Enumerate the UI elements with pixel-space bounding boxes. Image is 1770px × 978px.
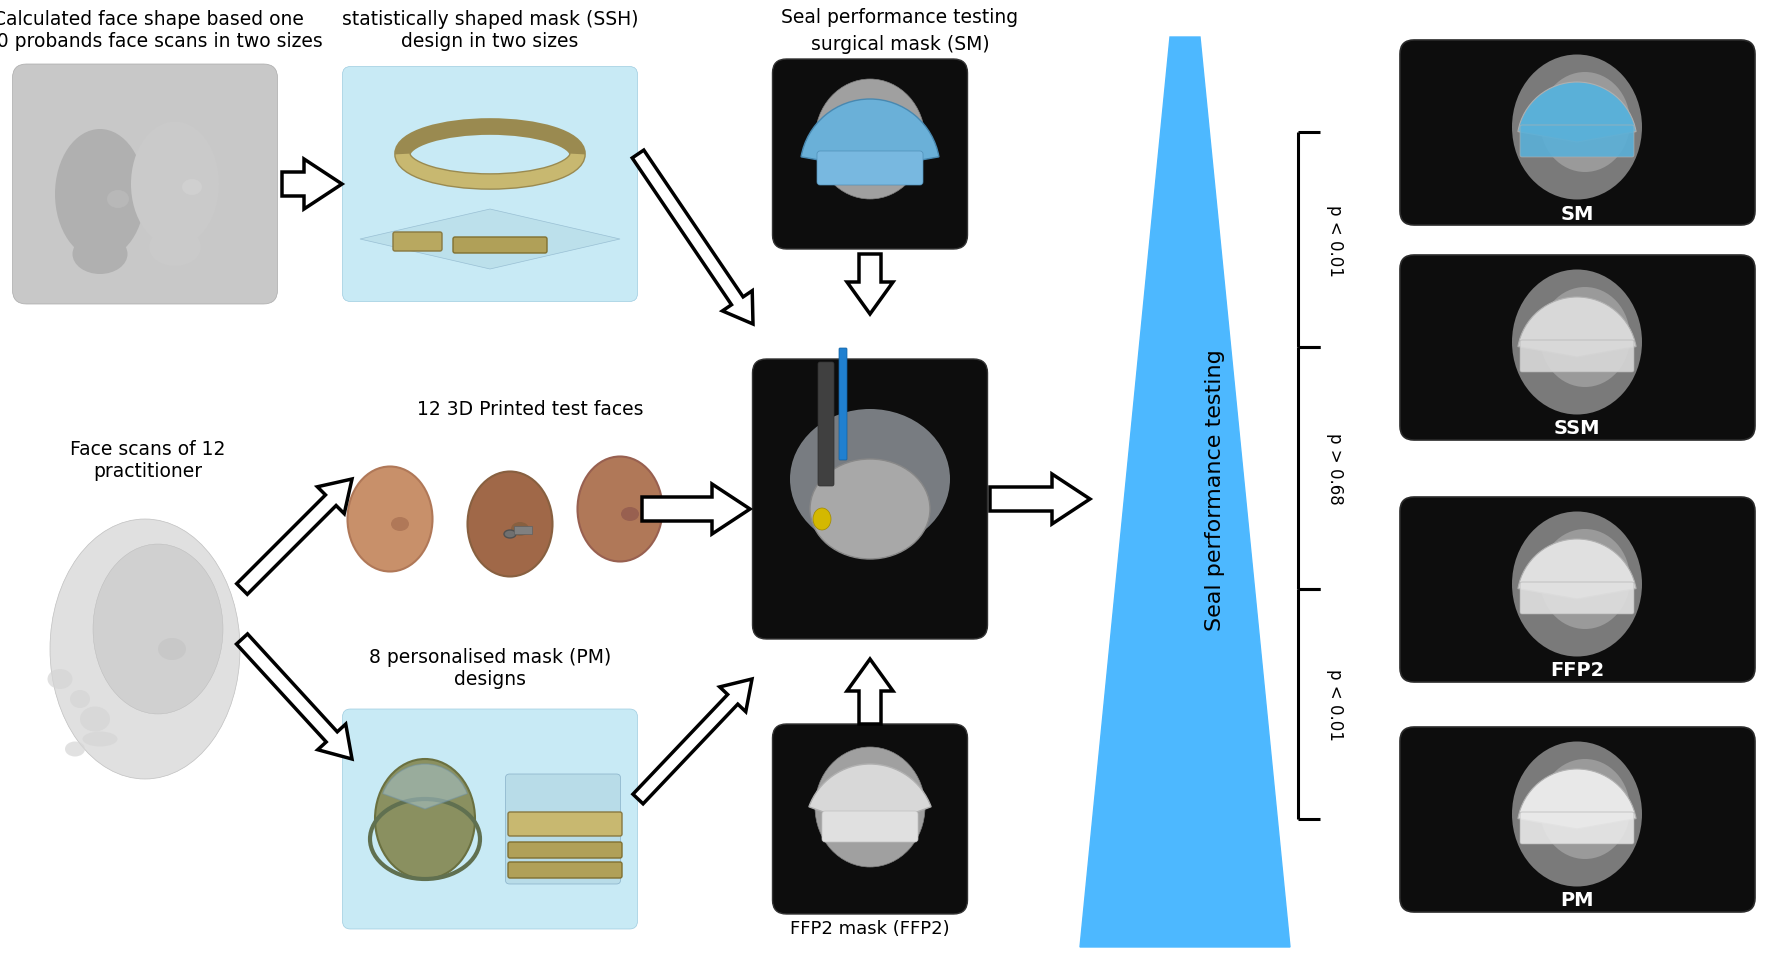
FancyArrow shape bbox=[848, 659, 894, 725]
Ellipse shape bbox=[149, 229, 202, 267]
FancyArrow shape bbox=[237, 479, 352, 595]
Ellipse shape bbox=[811, 460, 929, 559]
Ellipse shape bbox=[80, 707, 110, 732]
Ellipse shape bbox=[467, 472, 552, 577]
Ellipse shape bbox=[182, 180, 202, 196]
Ellipse shape bbox=[55, 130, 145, 260]
Ellipse shape bbox=[50, 519, 241, 779]
Ellipse shape bbox=[375, 759, 474, 879]
FancyBboxPatch shape bbox=[1400, 498, 1756, 683]
Ellipse shape bbox=[621, 508, 639, 521]
Text: Seal performance testing: Seal performance testing bbox=[781, 8, 1018, 27]
Ellipse shape bbox=[1512, 511, 1643, 657]
Text: Face scans of 12
practitioner: Face scans of 12 practitioner bbox=[71, 439, 227, 480]
Wedge shape bbox=[1519, 83, 1635, 143]
Ellipse shape bbox=[814, 80, 926, 200]
FancyBboxPatch shape bbox=[343, 709, 637, 929]
Text: p < 0.01: p < 0.01 bbox=[1326, 204, 1343, 276]
Ellipse shape bbox=[106, 191, 129, 208]
FancyArrow shape bbox=[237, 635, 352, 759]
Polygon shape bbox=[1080, 38, 1290, 947]
FancyBboxPatch shape bbox=[839, 348, 848, 461]
FancyBboxPatch shape bbox=[1400, 728, 1756, 912]
Ellipse shape bbox=[48, 669, 73, 689]
FancyBboxPatch shape bbox=[343, 67, 637, 302]
Text: SSM: SSM bbox=[1554, 419, 1600, 438]
FancyBboxPatch shape bbox=[772, 725, 968, 914]
Text: Calculated face shape based one
190 probands face scans in two sizes: Calculated face shape based one 190 prob… bbox=[0, 10, 322, 51]
Ellipse shape bbox=[1512, 270, 1643, 415]
Text: PM: PM bbox=[1559, 891, 1593, 910]
Ellipse shape bbox=[504, 530, 517, 539]
Ellipse shape bbox=[512, 522, 529, 537]
Ellipse shape bbox=[347, 467, 432, 572]
Ellipse shape bbox=[814, 747, 926, 867]
Ellipse shape bbox=[1512, 741, 1643, 887]
FancyBboxPatch shape bbox=[821, 811, 919, 842]
Ellipse shape bbox=[158, 639, 186, 660]
Ellipse shape bbox=[1540, 73, 1630, 173]
Text: Seal performance testing: Seal performance testing bbox=[1205, 349, 1225, 630]
Text: statistically shaped mask (SSH)
design in two sizes: statistically shaped mask (SSH) design i… bbox=[342, 10, 639, 51]
FancyBboxPatch shape bbox=[12, 65, 278, 305]
FancyBboxPatch shape bbox=[818, 363, 834, 486]
FancyBboxPatch shape bbox=[1400, 255, 1756, 440]
Ellipse shape bbox=[94, 545, 223, 714]
Text: 12 3D Printed test faces: 12 3D Printed test faces bbox=[416, 400, 643, 419]
Text: 8 personalised mask (PM)
designs: 8 personalised mask (PM) designs bbox=[368, 647, 611, 689]
Text: p > 0.68: p > 0.68 bbox=[1326, 432, 1343, 505]
Ellipse shape bbox=[1540, 288, 1630, 387]
Text: surgical mask (SM): surgical mask (SM) bbox=[811, 35, 989, 54]
Text: p < 0.01: p < 0.01 bbox=[1326, 668, 1343, 740]
FancyBboxPatch shape bbox=[393, 233, 442, 251]
Wedge shape bbox=[1519, 770, 1635, 829]
FancyBboxPatch shape bbox=[508, 812, 621, 836]
Ellipse shape bbox=[83, 732, 117, 747]
Ellipse shape bbox=[65, 741, 85, 757]
Ellipse shape bbox=[577, 457, 662, 562]
FancyBboxPatch shape bbox=[508, 863, 621, 878]
Text: SM: SM bbox=[1561, 204, 1593, 223]
FancyArrow shape bbox=[848, 254, 894, 315]
FancyBboxPatch shape bbox=[1520, 126, 1634, 157]
FancyArrow shape bbox=[632, 151, 752, 325]
FancyBboxPatch shape bbox=[1520, 340, 1634, 373]
Ellipse shape bbox=[71, 690, 90, 708]
Ellipse shape bbox=[391, 517, 409, 531]
Ellipse shape bbox=[1540, 529, 1630, 630]
Ellipse shape bbox=[812, 509, 830, 530]
FancyBboxPatch shape bbox=[752, 360, 988, 640]
Text: FFP2 mask (FFP2): FFP2 mask (FFP2) bbox=[789, 919, 950, 937]
FancyBboxPatch shape bbox=[772, 60, 968, 249]
Ellipse shape bbox=[73, 235, 127, 275]
Bar bbox=[513, 526, 533, 534]
Polygon shape bbox=[359, 210, 620, 270]
FancyBboxPatch shape bbox=[1520, 583, 1634, 614]
FancyArrow shape bbox=[634, 680, 752, 804]
Wedge shape bbox=[809, 764, 931, 829]
FancyArrow shape bbox=[989, 474, 1090, 524]
Wedge shape bbox=[382, 764, 467, 809]
FancyBboxPatch shape bbox=[1400, 41, 1756, 226]
FancyArrow shape bbox=[643, 484, 750, 534]
FancyBboxPatch shape bbox=[818, 152, 922, 186]
FancyArrow shape bbox=[281, 159, 342, 210]
Ellipse shape bbox=[789, 410, 950, 550]
Text: FFP2: FFP2 bbox=[1551, 661, 1604, 680]
FancyBboxPatch shape bbox=[506, 775, 621, 884]
FancyBboxPatch shape bbox=[1520, 812, 1634, 844]
FancyBboxPatch shape bbox=[508, 842, 621, 858]
Ellipse shape bbox=[131, 122, 219, 247]
Ellipse shape bbox=[1540, 759, 1630, 859]
Ellipse shape bbox=[1512, 56, 1643, 200]
Wedge shape bbox=[1519, 297, 1635, 358]
Wedge shape bbox=[1519, 540, 1635, 600]
Wedge shape bbox=[802, 100, 938, 170]
FancyBboxPatch shape bbox=[453, 238, 547, 253]
